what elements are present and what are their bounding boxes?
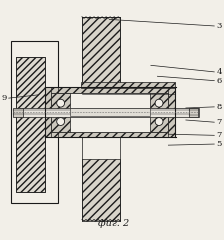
Text: 9: 9 — [1, 94, 6, 102]
Bar — [45, 132, 175, 138]
Bar — [81, 82, 175, 88]
Bar — [20, 108, 199, 117]
Bar — [16, 57, 45, 192]
Bar — [82, 159, 120, 221]
Circle shape — [57, 99, 65, 107]
Bar — [189, 108, 198, 117]
Bar — [45, 87, 175, 93]
Bar — [51, 93, 70, 132]
Text: 6: 6 — [216, 77, 222, 85]
Bar — [51, 93, 168, 132]
Text: 5: 5 — [216, 140, 222, 148]
Bar — [16, 57, 45, 192]
Text: 4: 4 — [216, 68, 222, 76]
Text: 7: 7 — [216, 118, 222, 126]
Text: фиг. 2: фиг. 2 — [98, 219, 129, 228]
Bar — [13, 108, 23, 116]
Text: 7: 7 — [216, 131, 222, 139]
Bar — [168, 87, 175, 138]
Bar — [70, 108, 150, 116]
Bar — [150, 93, 168, 132]
Circle shape — [57, 118, 65, 126]
Circle shape — [155, 118, 163, 126]
Text: 8: 8 — [216, 103, 222, 111]
Circle shape — [155, 99, 163, 107]
Bar — [11, 41, 58, 203]
Bar — [82, 17, 120, 92]
Text: 3: 3 — [216, 22, 222, 30]
Bar — [45, 87, 51, 138]
